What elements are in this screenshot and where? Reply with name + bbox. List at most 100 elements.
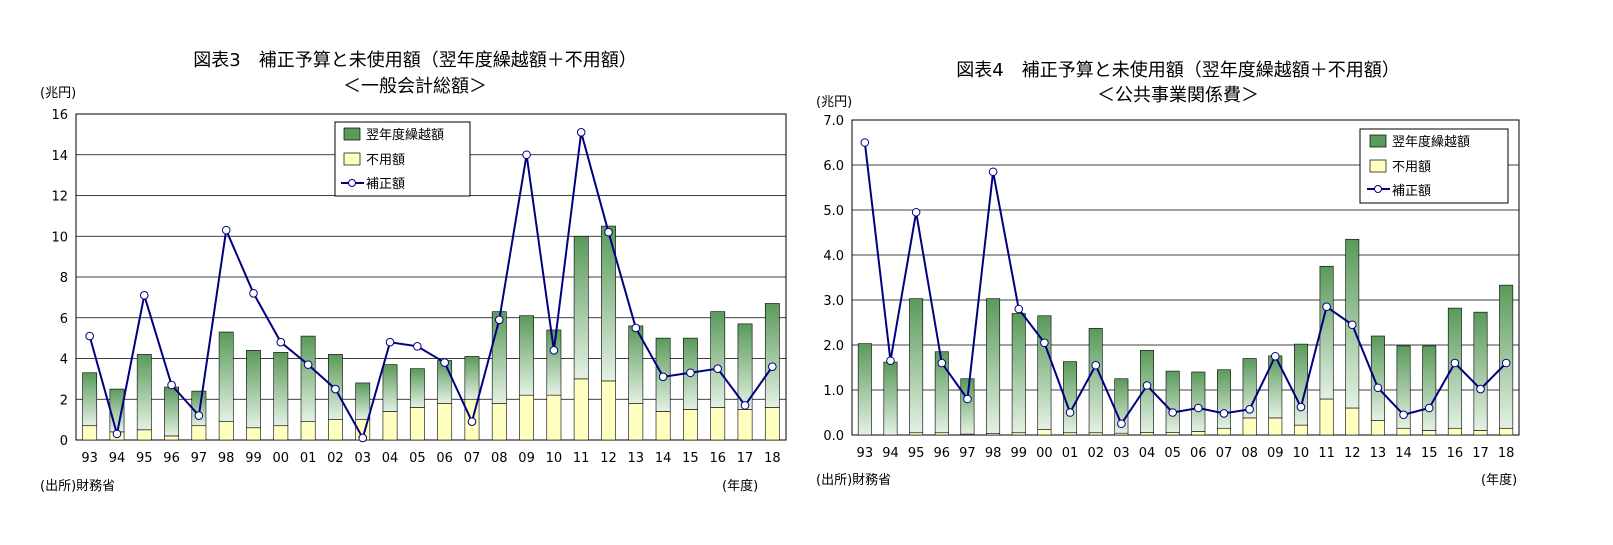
- x-tick-label: 01: [1062, 446, 1079, 461]
- point-supplementary: [1065, 408, 1075, 417]
- point-supplementary: [1296, 402, 1306, 412]
- point-supplementary: [740, 401, 750, 410]
- bar-carryover: [1499, 284, 1514, 429]
- x-tick-label: 06: [436, 451, 453, 466]
- x-tick-label: 18: [1498, 446, 1515, 461]
- legend-label-unused: 不用額: [1392, 160, 1431, 175]
- bar-unused: [1293, 424, 1308, 436]
- x-tick-label: 18: [764, 451, 781, 466]
- legend-label-supplementary: 補正額: [1392, 184, 1431, 199]
- point-supplementary: [1373, 383, 1383, 393]
- x-tick-label: 93: [857, 446, 874, 461]
- plot-border: [851, 119, 1520, 436]
- x-tick-label: 96: [934, 446, 951, 461]
- bar-carryover: [437, 360, 453, 404]
- bar-carryover: [246, 350, 261, 429]
- point-supplementary: [385, 337, 395, 347]
- bar-carryover: [1011, 313, 1026, 434]
- bar-unused: [546, 394, 562, 441]
- y-tick-label: 4.0: [823, 249, 844, 264]
- bar-unused: [1370, 420, 1385, 436]
- bar-carryover: [710, 311, 726, 408]
- y-tick-label: 5.0: [823, 204, 844, 219]
- bar-carryover: [960, 378, 975, 435]
- x-tick-label: 00: [1036, 446, 1053, 461]
- x-tick-label: 08: [1241, 446, 1258, 461]
- bar-carryover: [136, 354, 152, 431]
- bar-carryover: [857, 343, 872, 436]
- bar-unused: [1140, 431, 1154, 436]
- point-supplementary: [1399, 410, 1408, 420]
- point-supplementary: [1168, 408, 1177, 417]
- bar-carryover: [1447, 307, 1462, 429]
- y-axis-unit-label: (兆円): [816, 95, 852, 110]
- x-tick-label: 05: [1164, 446, 1181, 461]
- bar-unused: [82, 425, 98, 441]
- point-supplementary: [358, 433, 368, 443]
- bar-unused: [1499, 427, 1514, 436]
- point-supplementary: [1270, 351, 1280, 361]
- legend-swatch-unused: [343, 152, 361, 166]
- x-tick-label: 99: [1010, 446, 1027, 461]
- x-tick-label: 01: [300, 451, 317, 466]
- x-tick-label: 94: [882, 446, 899, 461]
- bar-unused: [136, 429, 152, 441]
- line-supplementary: [863, 142, 1507, 426]
- point-supplementary: [194, 411, 204, 420]
- bar-carryover: [1293, 343, 1308, 426]
- bar-unused: [737, 409, 753, 441]
- point-supplementary: [549, 346, 559, 355]
- point-supplementary: [1194, 403, 1203, 413]
- x-tick-label: 11: [573, 451, 590, 466]
- y-tick-label: 2: [60, 393, 68, 408]
- bar-carryover: [1319, 265, 1334, 400]
- y-tick-label: 7.0: [823, 114, 844, 129]
- y-tick-label: 6.0: [823, 159, 844, 174]
- x-tick-label: 12: [1344, 446, 1361, 461]
- x-tick-label: 07: [1216, 446, 1233, 461]
- y-tick-label: 4: [60, 353, 68, 368]
- y-tick-label: 12: [51, 190, 68, 205]
- chart-title: 図表4 補正予算と未使用額（翌年度繰越額＋不用額）: [956, 60, 1399, 81]
- y-tick-label: 8: [60, 271, 68, 286]
- x-tick-label: 14: [655, 451, 672, 466]
- point-supplementary: [221, 225, 231, 235]
- bar-unused: [273, 425, 289, 441]
- bar-unused: [1319, 398, 1334, 436]
- bar-carryover: [409, 368, 425, 408]
- bar-unused: [909, 432, 924, 436]
- bar-unused: [628, 403, 644, 441]
- bar-unused: [1422, 430, 1437, 436]
- bar-unused: [655, 411, 671, 441]
- legend-swatch-marker: [348, 179, 356, 187]
- point-supplementary: [658, 372, 668, 382]
- x-tick-label: 94: [109, 451, 126, 466]
- point-supplementary: [303, 360, 313, 369]
- bar-unused: [300, 421, 316, 441]
- source-label: (出所)財務省: [40, 479, 115, 494]
- bar-unused: [1242, 417, 1257, 436]
- chart-subtitle: ＜公共事業関係費＞: [1097, 85, 1259, 106]
- point-supplementary: [604, 227, 613, 237]
- bar-carryover: [1191, 371, 1206, 432]
- bar-carryover: [764, 303, 780, 408]
- point-supplementary: [1501, 358, 1511, 368]
- plot-area: 0.0 1.0 2.0 3.0 4.0 5.0 6.0 7.0 93 94 95 96 97 98 99 00…: [823, 114, 1520, 461]
- chart-title: 図表3 補正予算と未使用額（翌年度繰越額＋不用額）: [193, 50, 636, 71]
- bar-carryover: [1217, 369, 1231, 429]
- bar-unused: [934, 432, 949, 436]
- x-tick-label: 05: [409, 451, 426, 466]
- x-tick-label: 10: [546, 451, 563, 466]
- bar-unused: [764, 407, 780, 441]
- point-supplementary: [963, 394, 972, 404]
- point-supplementary: [249, 289, 258, 298]
- bar-carryover: [573, 235, 589, 380]
- x-tick-label: 11: [1318, 446, 1335, 461]
- bar-carryover: [300, 335, 316, 422]
- x-tick-label: 07: [464, 451, 481, 466]
- bar-unused: [1063, 432, 1078, 436]
- point-supplementary: [911, 207, 921, 217]
- legend-label-unused: 不用額: [366, 153, 405, 168]
- x-tick-label: 15: [1421, 446, 1438, 461]
